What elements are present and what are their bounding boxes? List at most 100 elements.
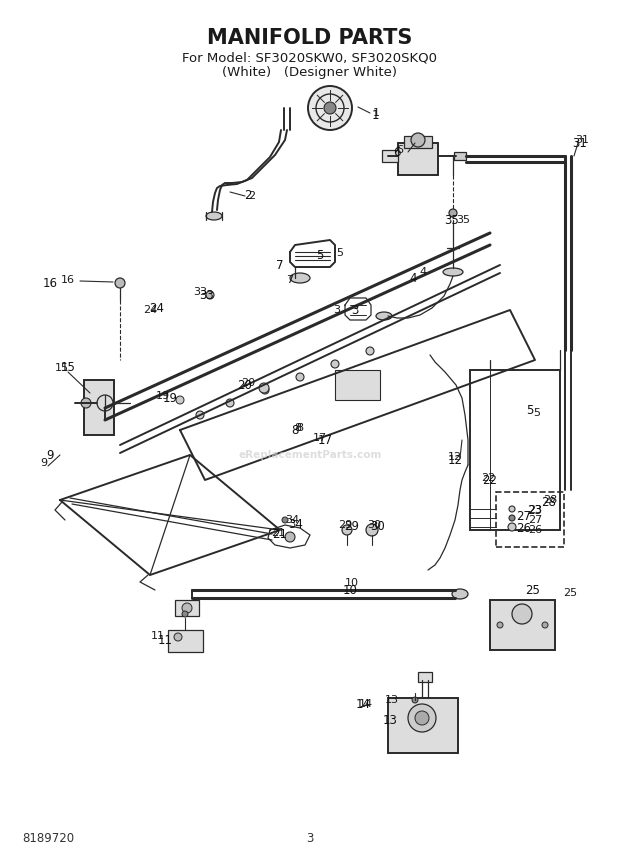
Circle shape bbox=[174, 633, 182, 641]
Text: 12: 12 bbox=[448, 452, 462, 462]
Text: 19: 19 bbox=[162, 391, 177, 405]
Circle shape bbox=[285, 532, 295, 542]
Circle shape bbox=[182, 603, 192, 613]
Text: 24: 24 bbox=[143, 305, 157, 315]
Circle shape bbox=[366, 347, 374, 355]
Text: 5: 5 bbox=[316, 248, 324, 261]
Text: 13: 13 bbox=[385, 695, 399, 705]
Text: 30: 30 bbox=[367, 520, 381, 530]
Text: 8: 8 bbox=[291, 424, 299, 437]
Bar bbox=[175, 600, 199, 616]
Text: MANIFOLD PARTS: MANIFOLD PARTS bbox=[207, 28, 413, 48]
Text: 24: 24 bbox=[149, 301, 164, 314]
Circle shape bbox=[408, 704, 436, 732]
Circle shape bbox=[226, 399, 234, 407]
Bar bbox=[388, 698, 458, 753]
Text: 25: 25 bbox=[526, 584, 541, 597]
Circle shape bbox=[206, 291, 214, 299]
Text: 23: 23 bbox=[528, 505, 542, 515]
Circle shape bbox=[509, 506, 515, 512]
Circle shape bbox=[115, 278, 125, 288]
Text: 10: 10 bbox=[343, 584, 358, 597]
Text: 28: 28 bbox=[541, 496, 556, 508]
Circle shape bbox=[366, 524, 378, 536]
Text: 6: 6 bbox=[397, 145, 404, 155]
Circle shape bbox=[342, 525, 352, 535]
Bar bbox=[398, 143, 438, 175]
Text: 4: 4 bbox=[420, 267, 427, 277]
Ellipse shape bbox=[443, 268, 463, 276]
Text: 21: 21 bbox=[273, 528, 288, 542]
Text: 26: 26 bbox=[516, 521, 531, 534]
Bar bbox=[168, 630, 203, 652]
Circle shape bbox=[176, 396, 184, 404]
Text: 22: 22 bbox=[482, 473, 497, 486]
Text: 20: 20 bbox=[241, 378, 255, 388]
Ellipse shape bbox=[376, 312, 392, 320]
Circle shape bbox=[512, 604, 532, 624]
Text: 19: 19 bbox=[156, 391, 170, 401]
Circle shape bbox=[449, 209, 457, 217]
Text: 8: 8 bbox=[294, 423, 301, 433]
Text: 2: 2 bbox=[249, 191, 255, 201]
Text: 8189720: 8189720 bbox=[22, 831, 74, 845]
Text: eReplacementParts.com: eReplacementParts.com bbox=[238, 450, 382, 460]
Circle shape bbox=[196, 411, 204, 419]
Text: 21: 21 bbox=[271, 528, 285, 538]
Circle shape bbox=[282, 517, 288, 523]
Circle shape bbox=[324, 102, 336, 114]
Bar bbox=[382, 150, 398, 162]
Text: 16: 16 bbox=[61, 275, 75, 285]
Circle shape bbox=[296, 373, 304, 381]
Text: 1: 1 bbox=[371, 109, 379, 122]
Circle shape bbox=[509, 515, 515, 521]
Text: 35: 35 bbox=[456, 215, 470, 225]
Text: 5: 5 bbox=[533, 408, 541, 418]
Text: 3: 3 bbox=[352, 304, 359, 317]
Text: 34: 34 bbox=[288, 519, 303, 532]
Text: 31: 31 bbox=[575, 135, 589, 145]
Text: 17: 17 bbox=[313, 433, 327, 443]
Bar bbox=[335, 370, 380, 400]
Bar bbox=[84, 380, 114, 435]
Circle shape bbox=[308, 86, 352, 130]
Text: 29: 29 bbox=[338, 520, 352, 530]
Text: 14: 14 bbox=[355, 698, 371, 711]
Bar bbox=[470, 370, 560, 530]
Circle shape bbox=[411, 133, 425, 147]
Text: 3: 3 bbox=[306, 831, 314, 845]
Text: (White)   (Designer White): (White) (Designer White) bbox=[223, 66, 397, 79]
Circle shape bbox=[415, 711, 429, 725]
Bar bbox=[454, 152, 466, 160]
Text: 15: 15 bbox=[55, 363, 69, 373]
Bar bbox=[404, 136, 432, 148]
Text: For Model: SF3020SKW0, SF3020SKQ0: For Model: SF3020SKW0, SF3020SKQ0 bbox=[182, 51, 438, 64]
Text: 28: 28 bbox=[543, 495, 557, 505]
Text: 29: 29 bbox=[345, 520, 360, 533]
Text: 5: 5 bbox=[526, 403, 534, 417]
Text: 33: 33 bbox=[200, 288, 215, 301]
Text: 33: 33 bbox=[193, 287, 207, 297]
Text: 31: 31 bbox=[572, 136, 587, 150]
Text: 8: 8 bbox=[296, 423, 304, 433]
Text: 12: 12 bbox=[448, 454, 463, 467]
Circle shape bbox=[508, 523, 516, 531]
Circle shape bbox=[331, 360, 339, 368]
Ellipse shape bbox=[206, 212, 222, 220]
Text: 26: 26 bbox=[528, 525, 542, 535]
Text: 5: 5 bbox=[337, 248, 343, 258]
Circle shape bbox=[497, 622, 503, 628]
Text: 11: 11 bbox=[157, 633, 172, 646]
Text: 10: 10 bbox=[345, 578, 359, 588]
Text: 30: 30 bbox=[371, 520, 386, 533]
Text: 27: 27 bbox=[516, 509, 531, 522]
Text: 22: 22 bbox=[481, 473, 495, 483]
Text: 17: 17 bbox=[317, 433, 332, 447]
Text: 3: 3 bbox=[334, 305, 340, 315]
Text: 7: 7 bbox=[277, 259, 284, 271]
Circle shape bbox=[261, 386, 269, 394]
Text: 34: 34 bbox=[285, 515, 299, 525]
Text: 7: 7 bbox=[286, 275, 293, 285]
Text: 6: 6 bbox=[393, 146, 401, 158]
Text: 14: 14 bbox=[359, 699, 373, 709]
